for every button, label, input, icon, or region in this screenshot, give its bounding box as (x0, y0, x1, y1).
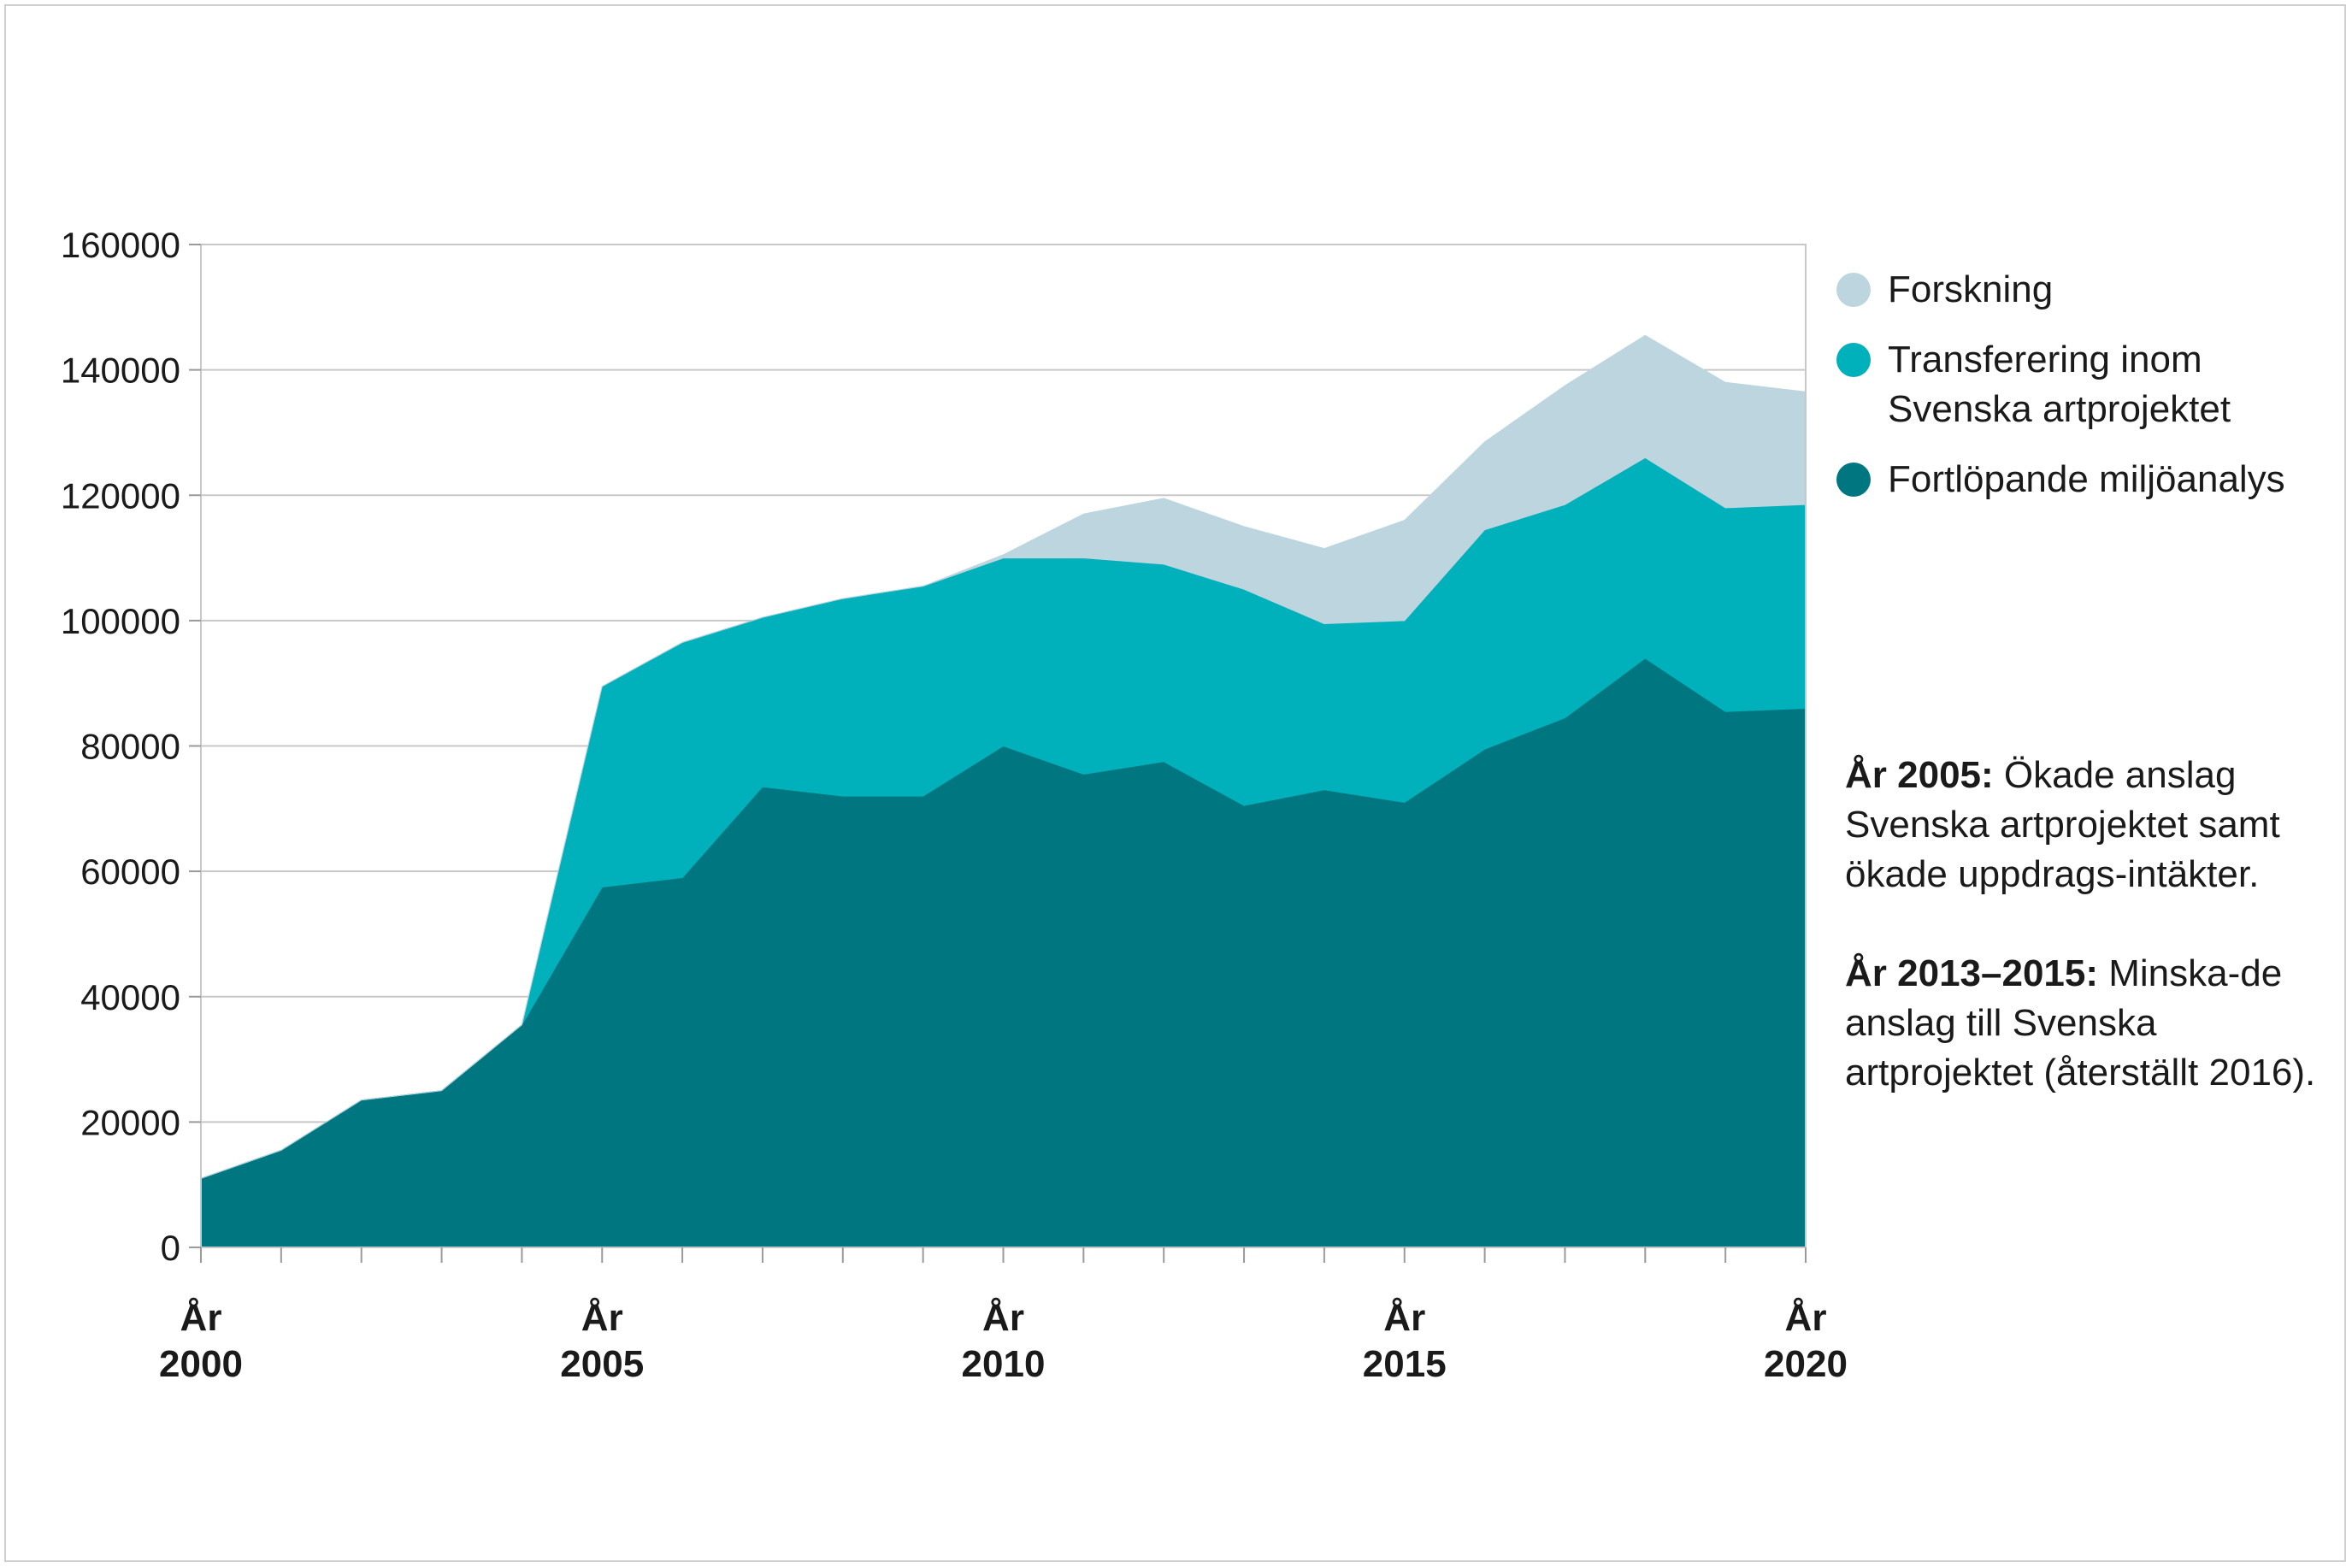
x-tick-label: 2015 (1363, 1343, 1447, 1385)
annotation-2013-2015: År 2013–2015: Minska-de anslag till Sven… (1845, 949, 2324, 1098)
y-tick-label: 20000 (80, 1102, 180, 1142)
y-tick-label: 100000 (61, 601, 180, 641)
annotation-title: År 2005: (1845, 754, 1994, 796)
annotation-text: Minska-de anslag till Svenska artprojekt… (1845, 952, 2316, 1093)
y-axis-tick-labels: 0 20000 40000 60000 80000 100000 120000 140000 1… (61, 225, 180, 1268)
legend-label: Transferering inom Svenska artprojektet (1888, 339, 2231, 430)
x-tick-label: År (581, 1297, 623, 1339)
legend-item-forskning: Forskning (1836, 265, 2349, 315)
y-tick-label: 80000 (80, 727, 180, 767)
x-tick-label: År (1383, 1297, 1425, 1339)
x-tick-label: År (1785, 1297, 1827, 1339)
legend-swatch-icon (1836, 343, 1871, 377)
legend-item-miljoanalys: Fortlöpande miljöanalys (1836, 455, 2349, 504)
y-tick-label: 0 (161, 1228, 180, 1268)
y-tick-label: 120000 (61, 475, 180, 516)
annotation-2005: År 2005: Ökade anslag Svenska artprojekt… (1845, 751, 2324, 899)
legend-swatch-icon (1836, 463, 1871, 497)
x-tick-label: 2010 (962, 1343, 1046, 1385)
y-tick-label: 60000 (80, 852, 180, 892)
legend: Forskning Transferering inom Svenska art… (1836, 265, 2349, 525)
x-tick-label: År (982, 1297, 1024, 1339)
annotation-text: Ökade anslag Svenska artprojektet samt ö… (1845, 754, 2280, 895)
x-tick-label: 2000 (159, 1343, 243, 1385)
y-tick-label: 140000 (61, 351, 180, 391)
axes (189, 244, 1807, 1263)
area-series (200, 334, 1807, 1248)
legend-swatch-icon (1836, 273, 1871, 307)
legend-label: Fortlöpande miljöanalys (1888, 458, 2285, 500)
legend-item-transferering: Transferering inom Svenska artprojektet (1836, 335, 2349, 434)
annotations: År 2005: Ökade anslag Svenska artprojekt… (1845, 751, 2324, 1147)
x-tick-label: 2020 (1764, 1343, 1848, 1385)
annotation-title: År 2013–2015: (1845, 952, 2099, 994)
y-tick-label: 40000 (80, 977, 180, 1017)
x-tick-label: År (180, 1297, 222, 1339)
y-tick-label: 160000 (61, 225, 180, 265)
legend-label: Forskning (1888, 268, 2054, 310)
x-tick-label: 2005 (560, 1343, 644, 1385)
